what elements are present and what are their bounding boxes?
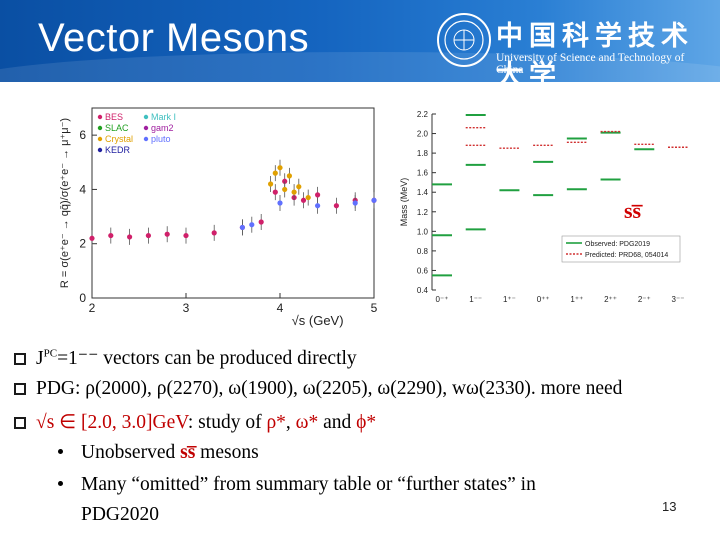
y-tick-label: 0.6 — [417, 266, 429, 275]
data-point — [249, 222, 255, 228]
sub-bullet-1: Unobserved ss̅ mesons — [58, 442, 259, 464]
data-point — [277, 165, 283, 171]
y-tick-label: 1.4 — [417, 188, 429, 197]
dot-bullet-icon — [58, 449, 63, 454]
y-axis-label: R = σ(e⁺e⁻ → qq̄)/σ(e⁺e⁻ → μ⁺μ⁻) — [59, 118, 71, 288]
university-seal-icon — [437, 13, 491, 67]
bullet-3: √s ∈ [2.0, 3.0]GeV: study of ρ*, ω* and … — [14, 410, 376, 434]
slide-header: Vector Mesons 中国科学技术大学 University of Sci… — [0, 0, 720, 82]
legend-label: Observed: PDG2019 — [585, 241, 650, 248]
data-point — [282, 178, 288, 184]
data-point — [315, 192, 321, 198]
legend-marker — [97, 136, 103, 142]
data-point — [291, 189, 297, 195]
data-point — [272, 170, 278, 176]
data-point — [89, 235, 95, 241]
data-point — [300, 197, 307, 203]
y-tick-label: 1.6 — [417, 169, 429, 178]
square-bullet-icon — [14, 353, 26, 365]
legend-label: BES — [105, 112, 123, 122]
data-point — [268, 181, 274, 187]
data-point — [333, 203, 339, 209]
x-tick-label: 0⁻⁺ — [436, 295, 449, 304]
x-tick-label: 3⁻⁻ — [672, 295, 685, 304]
data-point — [145, 232, 151, 239]
legend-label: KEDR — [105, 145, 131, 155]
plot-frame — [91, 107, 375, 299]
data-point — [315, 203, 321, 209]
data-point — [272, 189, 278, 195]
legend-label: Predicted: PRD68, 054014 — [585, 252, 668, 259]
data-point — [258, 219, 264, 225]
square-bullet-icon — [14, 383, 26, 395]
x-axis-label: √s (GeV) — [292, 313, 344, 328]
y-tick-label: 1.2 — [417, 208, 429, 217]
y-tick-label: 1.8 — [417, 149, 429, 158]
page-number: 13 — [662, 499, 677, 514]
ss-annotation: ss̅ — [624, 198, 643, 223]
y-tick-label: 2 — [79, 237, 86, 251]
legend-marker — [143, 125, 149, 131]
y-tick-label: 1.0 — [417, 227, 429, 236]
data-point — [282, 186, 288, 193]
x-tick-label: 1⁺⁻ — [503, 295, 516, 304]
legend: Observed: PDG2019 Predicted: PRD68, 05401… — [561, 235, 681, 263]
y-tick-label: 6 — [79, 128, 86, 142]
legend-label: SLAC — [105, 123, 129, 133]
legend-label: pluto — [151, 134, 171, 144]
legend-marker — [97, 125, 103, 131]
x-tick-label: 2⁻⁺ — [638, 295, 651, 304]
data-point — [183, 232, 189, 239]
y-tick-label: 0.8 — [417, 247, 429, 256]
legend-label: Crystal — [105, 134, 133, 144]
bullet-2: PDG: ρ(2000), ρ(2270), ω(1900), ω(2205),… — [14, 378, 622, 400]
x-tick-label: 2 — [89, 301, 96, 315]
sub-bullet-2-continuation: PDG2020 — [81, 504, 160, 525]
dot-bullet-icon — [58, 481, 63, 486]
x-tick-label: 2⁺⁺ — [604, 295, 617, 304]
data-point — [305, 194, 311, 201]
logo-english-name: University of Science and Technology of … — [496, 52, 685, 76]
y-tick-label: 0.4 — [417, 286, 429, 295]
legend-marker — [143, 114, 149, 120]
y-tick-label: 2.0 — [417, 130, 429, 139]
sub-bullet-2: Many “omitted” from summary table or “fu… — [58, 474, 536, 496]
data-point — [371, 197, 377, 203]
y-axis-label: Mass (MeV) — [399, 178, 409, 227]
legend-box — [561, 235, 681, 263]
legend: BES Mark I SLAC gam2 Crystal pluto KEDR — [97, 112, 176, 155]
legend-marker — [97, 114, 103, 120]
data-point — [277, 200, 283, 206]
x-tick-label: 4 — [277, 301, 284, 315]
square-bullet-icon — [14, 417, 26, 429]
y-tick-label: 0 — [79, 291, 86, 305]
data-point — [239, 224, 245, 231]
bullet-1: JPC=1⁻⁻ vectors can be produced directly — [14, 346, 357, 370]
data-point — [296, 184, 302, 190]
x-tick-label: 1⁺⁺ — [570, 295, 583, 304]
data-point — [164, 231, 170, 237]
data-point — [127, 234, 133, 240]
legend-label: Mark I — [151, 112, 176, 122]
data-point — [211, 230, 217, 236]
x-tick-label: 3 — [183, 301, 190, 315]
ss-spectrum-chart: 0.4 0.6 0.8 1.0 1.2 1.4 1.6 1.8 2.0 2.2 Mass (MeV)… — [399, 110, 688, 304]
slide-title: Vector Mesons — [38, 16, 310, 60]
x-tick-label: 1⁻⁻ — [469, 295, 482, 304]
legend-marker — [97, 147, 103, 153]
logo-chinese-name: 中国科学技术大学 — [496, 21, 694, 82]
data-point — [286, 173, 292, 179]
legend-marker — [143, 136, 149, 142]
university-logo: 中国科学技术大学 University of Science and Techn… — [436, 12, 706, 82]
data-point — [108, 232, 114, 239]
x-tick-label: 0⁺⁺ — [537, 295, 550, 304]
data-point — [352, 200, 358, 206]
y-tick-label: 2.2 — [417, 110, 429, 119]
x-tick-label: 5 — [371, 301, 378, 315]
legend-label: gam2 — [151, 123, 174, 133]
y-tick-label: 4 — [79, 182, 86, 196]
